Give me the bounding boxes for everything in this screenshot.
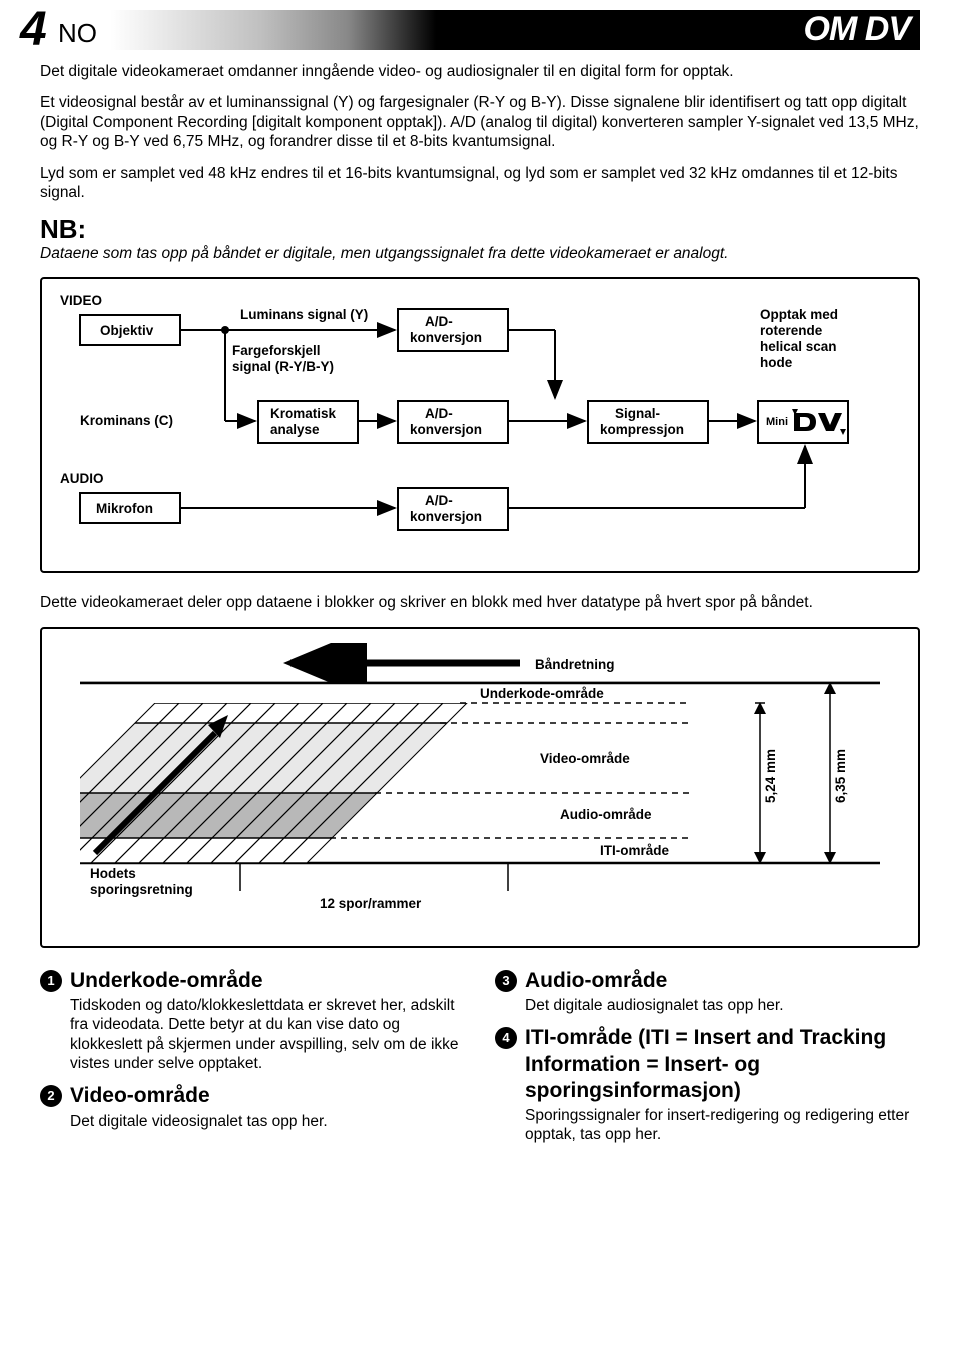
ad-top-2: konversjon xyxy=(410,330,482,345)
header-gradient xyxy=(40,10,920,50)
section-1-title: Underkode-område xyxy=(70,968,465,994)
section-3-title: Audio-område xyxy=(525,968,784,994)
signal-1: Signal- xyxy=(615,406,660,421)
page-number: 4 xyxy=(20,2,47,57)
page-header: 4 NO OM DV xyxy=(40,10,920,54)
video-label: VIDEO xyxy=(60,293,102,308)
opptak-2: roterende xyxy=(760,323,823,338)
hodets-1: Hodets xyxy=(90,866,136,881)
block-diagram-svg: VIDEO Objektiv Luminans signal (Y) Farge… xyxy=(60,293,900,548)
right-column: 3 Audio-område Det digitale audiosignale… xyxy=(495,968,920,1155)
farge-label-2: signal (R-Y/B-Y) xyxy=(232,359,334,374)
farge-label-1: Fargeforskjell xyxy=(232,343,321,358)
section-2-text: Det digitale videosignalet tas opp her. xyxy=(70,1112,328,1131)
mm2-label: 6,35 mm xyxy=(833,749,848,803)
section-1-text: Tidskoden og dato/klokkeslettdata er skr… xyxy=(70,996,465,1074)
bullet-2: 2 xyxy=(40,1085,62,1107)
kromatisk-1: Kromatisk xyxy=(270,406,337,421)
opptak-1: Opptak med xyxy=(760,307,838,322)
section-3: 3 Audio-område Det digitale audiosignale… xyxy=(495,968,920,1016)
section-4-text: Sporingssignaler for insert-redigering o… xyxy=(525,1106,920,1145)
ad-top-1: A/D- xyxy=(425,314,453,329)
audio-area-label: Audio-område xyxy=(560,807,652,822)
nb-text: Dataene som tas opp på båndet er digital… xyxy=(40,245,920,263)
ad-mid-1: A/D- xyxy=(425,406,453,421)
left-column: 1 Underkode-område Tidskoden og dato/klo… xyxy=(40,968,465,1155)
paragraph-3: Lyd som er samplet ved 48 kHz endres til… xyxy=(40,164,920,203)
nb-label: NB: xyxy=(40,214,920,245)
section-4: 4 ITI-område (ITI = Insert and Tracking … xyxy=(495,1025,920,1145)
luminans-label: Luminans signal (Y) xyxy=(240,307,368,322)
video-area-label: Video-område xyxy=(540,751,630,766)
spor-label: 12 spor/rammer xyxy=(320,896,422,911)
language-code: NO xyxy=(58,18,103,49)
opptak-3: helical scan xyxy=(760,339,837,354)
objektiv-label: Objektiv xyxy=(100,323,154,338)
paragraph-2: Et videosignal består av et luminanssign… xyxy=(40,93,920,151)
bullet-1: 1 xyxy=(40,970,62,992)
tape-diagram-svg: Båndretning xyxy=(60,643,900,923)
ad-bot-1: A/D- xyxy=(425,493,453,508)
section-4-title: ITI-område (ITI = Insert and Tracking In… xyxy=(525,1025,920,1104)
mm1-label: 5,24 mm xyxy=(763,749,778,803)
section-2: 2 Video-område Det digitale videosignale… xyxy=(40,1083,465,1131)
underkode-label: Underkode-område xyxy=(480,686,604,701)
bullet-4: 4 xyxy=(495,1027,517,1049)
paragraph-1: Det digitale videokameraet omdanner inng… xyxy=(40,62,920,81)
tape-diagram: Båndretning xyxy=(40,627,920,948)
intro-text: Det digitale videokameraet omdanner inng… xyxy=(40,62,920,202)
audio-label: AUDIO xyxy=(60,471,104,486)
section-title: OM DV xyxy=(804,10,910,49)
sections-columns: 1 Underkode-område Tidskoden og dato/klo… xyxy=(40,968,920,1155)
signal-2: kompressjon xyxy=(600,422,684,437)
ad-mid-2: konversjon xyxy=(410,422,482,437)
mikrofon-label: Mikrofon xyxy=(96,501,153,516)
section-1: 1 Underkode-område Tidskoden og dato/klo… xyxy=(40,968,465,1074)
ad-bot-2: konversjon xyxy=(410,509,482,524)
block-diagram: VIDEO Objektiv Luminans signal (Y) Farge… xyxy=(40,277,920,573)
bullet-3: 3 xyxy=(495,970,517,992)
mini-label: Mini xyxy=(766,416,788,428)
kromatisk-2: analyse xyxy=(270,422,320,437)
opptak-4: hode xyxy=(760,355,793,370)
section-3-text: Det digitale audiosignalet tas opp her. xyxy=(525,996,784,1015)
section-2-title: Video-område xyxy=(70,1083,328,1109)
mid-paragraph: Dette videokameraet deler opp dataene i … xyxy=(40,593,920,612)
krominans-label: Krominans (C) xyxy=(80,413,173,428)
iti-area-label: ITI-område xyxy=(600,843,670,858)
bandretning-label: Båndretning xyxy=(535,657,615,672)
hodets-2: sporingsretning xyxy=(90,882,193,897)
